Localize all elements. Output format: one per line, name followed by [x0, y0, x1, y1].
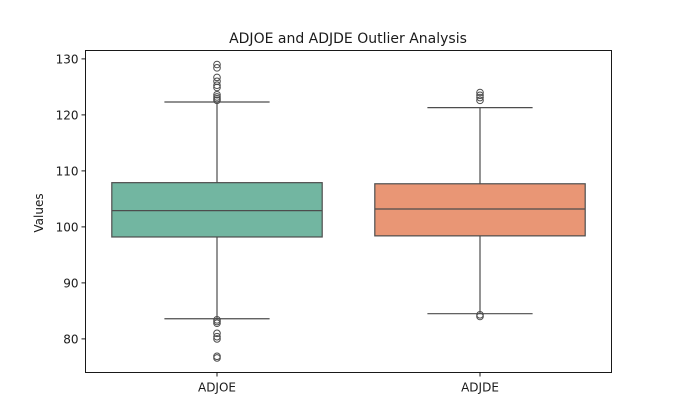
outlier-point: [213, 81, 221, 90]
y-tick-label: 80: [63, 332, 78, 346]
x-tick-label: ADJDE: [461, 381, 499, 395]
chart-title: ADJOE and ADJDE Outlier Analysis: [229, 31, 467, 47]
box-group-adjde: [374, 88, 586, 321]
box-group-adjoe: [111, 60, 323, 362]
x-tick-label: ADJOE: [198, 381, 236, 395]
outlier-point: [213, 316, 221, 324]
outlier-point: [213, 335, 221, 343]
outlier-point: [213, 352, 221, 361]
iqr-box: [374, 183, 586, 237]
outlier-point: [213, 93, 221, 101]
x-axis: ADJOE ADJDE: [198, 372, 499, 395]
outlier-point: [213, 329, 221, 338]
outlier-point: [213, 77, 221, 86]
plot-area: [111, 60, 586, 362]
outlier-point: [213, 332, 221, 341]
y-axis-label: Values: [32, 193, 46, 232]
iqr-box: [111, 182, 323, 238]
outlier-point: [476, 311, 484, 319]
outlier-point: [213, 64, 221, 72]
y-axis: 80 90 100 110 120 130: [56, 52, 86, 346]
outlier-point: [476, 93, 484, 102]
outlier-point: [213, 90, 221, 99]
plot-frame: [85, 50, 612, 373]
y-tick-label: 120: [56, 108, 79, 122]
y-tick-label: 90: [63, 276, 78, 290]
y-tick-label: 130: [56, 52, 79, 66]
outlier-point: [476, 96, 484, 105]
outlier-point: [213, 73, 221, 82]
outlier-point: [476, 91, 484, 100]
outlier-point: [476, 88, 484, 97]
outlier-point: [213, 60, 221, 69]
y-tick-label: 100: [56, 220, 79, 234]
y-tick-label: 110: [56, 164, 79, 178]
